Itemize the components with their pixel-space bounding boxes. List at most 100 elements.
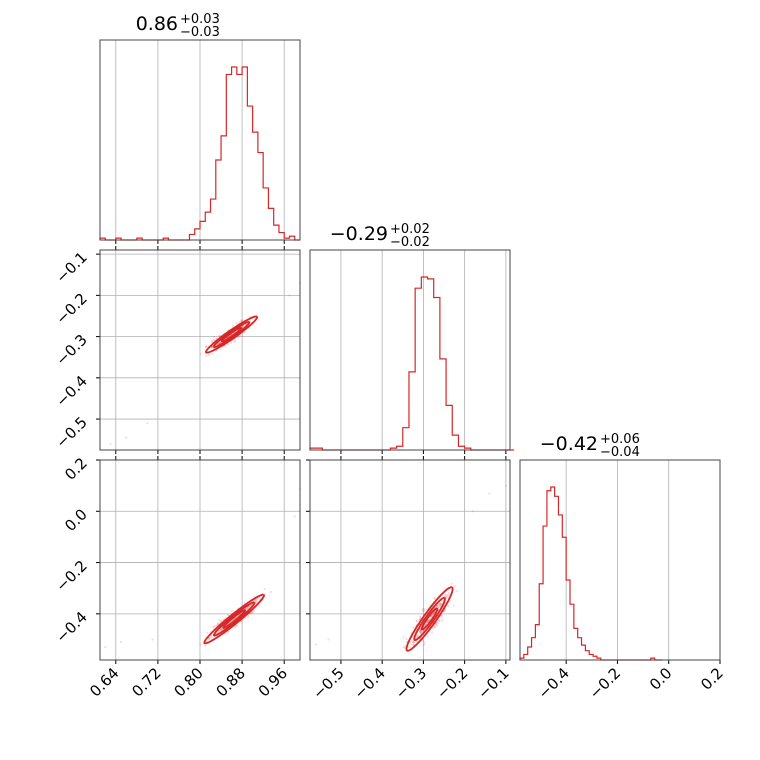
scatter-point xyxy=(234,624,237,628)
scatter-point xyxy=(440,619,444,622)
scatter-point xyxy=(411,640,414,644)
scatter-point xyxy=(437,606,440,609)
x-tick-label: −0.4 xyxy=(534,664,572,702)
scatter-point xyxy=(426,620,430,623)
scatter-point xyxy=(419,616,422,620)
scatter-point xyxy=(251,611,255,614)
scatter-outlier xyxy=(327,638,330,641)
scatter-point xyxy=(413,643,416,646)
y-tick-label: −0.5 xyxy=(52,413,90,451)
scatter-point xyxy=(453,585,456,588)
scatter-point xyxy=(439,602,442,606)
scatter-point xyxy=(205,355,208,358)
scatter-point xyxy=(223,345,226,348)
scatter-point xyxy=(213,338,216,342)
scatter-point xyxy=(415,619,418,622)
scatter-point xyxy=(428,618,431,622)
scatter-point xyxy=(420,630,423,633)
scatter-point xyxy=(207,638,211,641)
scatter-point xyxy=(423,641,426,644)
scatter-outlier xyxy=(109,442,112,445)
scatter-point xyxy=(204,644,207,647)
scatter-point xyxy=(416,634,419,637)
scatter-point xyxy=(444,609,447,612)
scatter-point xyxy=(433,625,437,629)
hist-panel-2: −0.42 +0.06−0.04 xyxy=(519,432,721,664)
scatter-point xyxy=(218,619,221,622)
scatter-outlier xyxy=(125,436,128,439)
contour-level-1 xyxy=(212,601,256,637)
x-tick-label: 0.64 xyxy=(86,664,122,700)
scatter-point xyxy=(430,631,434,634)
scatter-point xyxy=(218,334,221,337)
y-tick-label: 0.0 xyxy=(61,505,91,535)
y-tick-label: 0.2 xyxy=(61,454,91,484)
panel-title-minus: −0.04 xyxy=(600,445,640,460)
scatter-point xyxy=(219,628,222,631)
scatter-panel-2 xyxy=(306,456,511,664)
scatter-point xyxy=(431,613,434,616)
histogram-series xyxy=(519,486,663,661)
panel-title-value: 0.86 xyxy=(136,13,178,35)
scatter-point xyxy=(438,604,441,607)
panel-title-plus: +0.02 xyxy=(390,222,430,237)
scatter-point xyxy=(409,640,412,644)
scatter-point xyxy=(247,615,250,618)
scatter-body xyxy=(315,484,507,652)
scatter-point xyxy=(449,599,452,602)
scatter-point xyxy=(431,626,435,630)
scatter-point xyxy=(220,628,223,631)
scatter-point xyxy=(418,629,421,632)
scatter-point xyxy=(215,337,218,340)
scatter-point xyxy=(220,628,223,632)
scatter-point xyxy=(437,604,440,607)
scatter-point xyxy=(255,599,258,602)
x-tick-label: −0.2 xyxy=(586,664,624,702)
panel-title-minus: −0.02 xyxy=(390,235,430,250)
scatter-point xyxy=(426,635,429,638)
scatter-point xyxy=(447,594,450,597)
x-tick-label: −0.2 xyxy=(433,664,471,702)
scatter-point xyxy=(220,627,223,630)
scatter-point xyxy=(226,631,229,634)
scatter-point xyxy=(238,335,241,338)
panel-title-plus: +0.03 xyxy=(180,12,220,27)
scatter-point xyxy=(208,637,211,640)
scatter-point xyxy=(257,604,261,607)
scatter-point xyxy=(210,636,213,639)
scatter-point xyxy=(212,625,215,628)
scatter-panel-0 xyxy=(96,246,301,454)
scatter-point xyxy=(239,319,243,322)
scatter-point xyxy=(405,640,408,644)
y-tick-label: −0.3 xyxy=(52,331,90,369)
scatter-point xyxy=(204,346,207,349)
scatter-body xyxy=(104,487,300,649)
scatter-outlier xyxy=(293,515,296,518)
panel-frame xyxy=(99,249,301,451)
x-tick-label: −0.3 xyxy=(392,664,430,702)
scatter-point xyxy=(199,643,202,646)
scatter-outlier xyxy=(146,422,149,425)
panel-title-minus: −0.03 xyxy=(180,25,220,40)
scatter-point xyxy=(421,607,425,611)
scatter-point xyxy=(412,641,416,644)
scatter-point xyxy=(263,587,266,590)
scatter-point xyxy=(437,621,440,625)
contour-level-0 xyxy=(405,586,454,652)
scatter-point xyxy=(230,341,233,345)
scatter-point xyxy=(419,629,422,633)
scatter-point xyxy=(415,620,419,623)
scatter-point xyxy=(419,628,422,631)
scatter-panel-1 xyxy=(96,456,301,664)
scatter-point xyxy=(240,319,243,323)
scatter-point xyxy=(227,614,230,617)
scatter-point xyxy=(437,619,440,622)
scatter-point xyxy=(418,618,421,622)
scatter-point xyxy=(445,593,448,596)
scatter-point xyxy=(433,625,436,628)
scatter-point xyxy=(243,331,246,334)
scatter-point xyxy=(438,601,442,605)
scatter-point xyxy=(452,604,455,607)
scatter-point xyxy=(422,609,426,613)
x-tick-label: 0.72 xyxy=(128,664,164,700)
